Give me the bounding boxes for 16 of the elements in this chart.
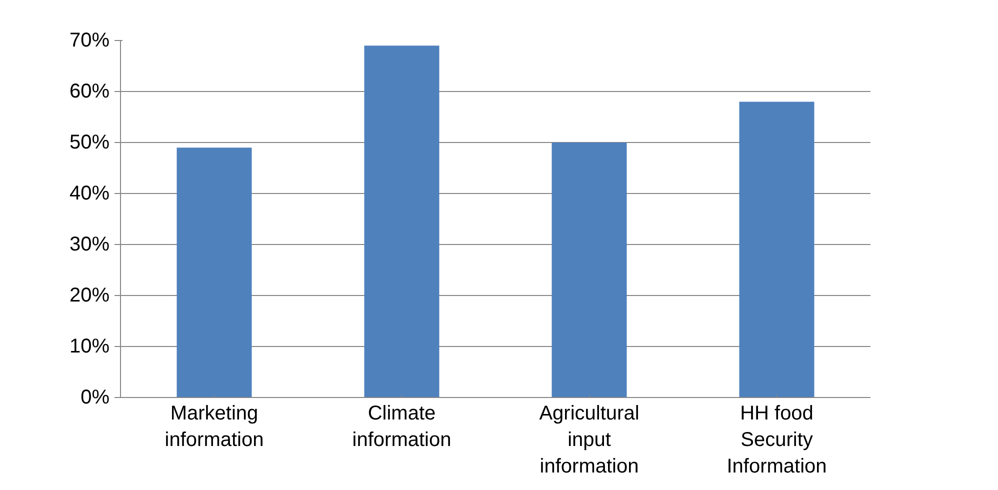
y-tick-label: 60% bbox=[69, 80, 110, 102]
y-tick-label: 20% bbox=[69, 284, 110, 306]
x-tick-label: Agricultural input information bbox=[539, 402, 640, 478]
x-tick-label: Climate information bbox=[352, 402, 452, 451]
y-tick-label: 10% bbox=[69, 336, 110, 358]
y-tick-label: 30% bbox=[69, 234, 110, 256]
bar bbox=[739, 102, 814, 398]
y-tick-label: 0% bbox=[80, 386, 110, 408]
bar bbox=[364, 46, 440, 398]
x-tick-label: HH food Security Information bbox=[726, 402, 827, 478]
y-tick-label: 70% bbox=[69, 30, 110, 52]
x-tick-label: Marketing information bbox=[164, 402, 264, 451]
y-tick-label: 50% bbox=[69, 132, 110, 154]
bar bbox=[176, 148, 252, 398]
bar bbox=[552, 142, 627, 398]
y-tick-label: 40% bbox=[69, 182, 110, 204]
